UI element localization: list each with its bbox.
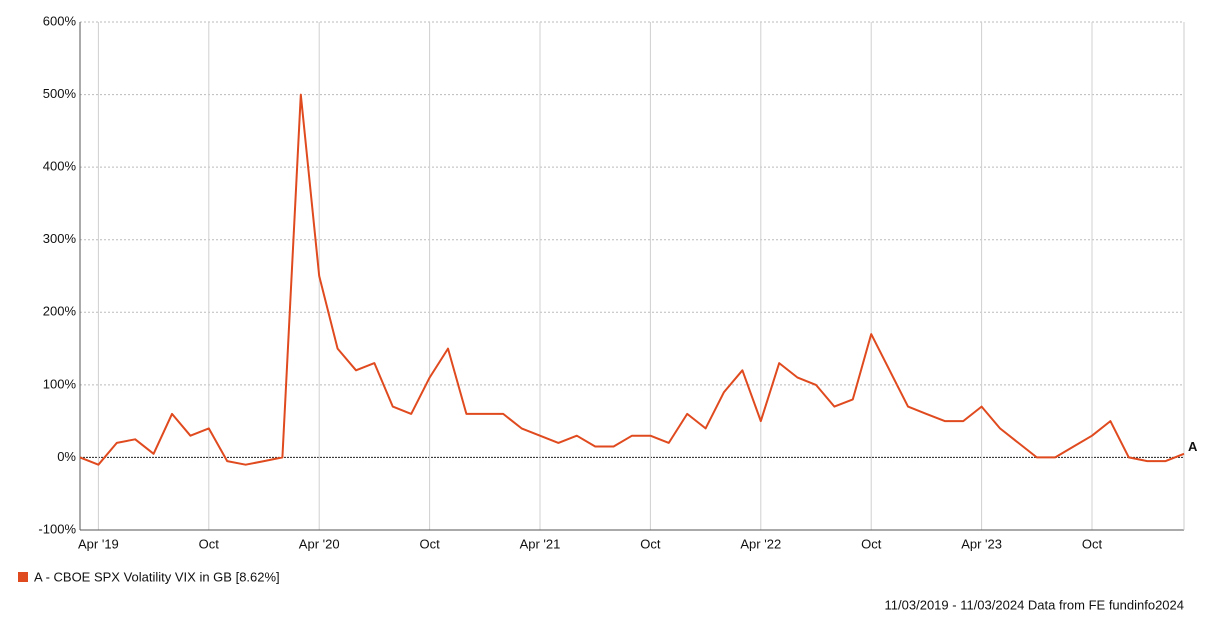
y-tick-label: 0% bbox=[57, 449, 76, 464]
x-tick-label: Oct bbox=[199, 536, 220, 551]
x-tick-label: Apr '22 bbox=[740, 536, 781, 551]
y-tick-label: 200% bbox=[43, 304, 77, 319]
x-tick-label: Oct bbox=[1082, 536, 1103, 551]
x-tick-label: Apr '19 bbox=[78, 536, 119, 551]
legend-swatch bbox=[18, 572, 28, 582]
y-tick-label: 100% bbox=[43, 376, 77, 391]
y-tick-label: 300% bbox=[43, 231, 77, 246]
x-tick-label: Oct bbox=[861, 536, 882, 551]
y-tick-label: -100% bbox=[38, 521, 76, 536]
y-tick-label: 600% bbox=[43, 13, 77, 28]
footnote: 11/03/2019 - 11/03/2024 Data from FE fun… bbox=[885, 597, 1184, 612]
x-tick-label: Apr '21 bbox=[520, 536, 561, 551]
legend-label: A - CBOE SPX Volatility VIX in GB [8.62%… bbox=[34, 569, 280, 584]
x-tick-label: Oct bbox=[640, 536, 661, 551]
y-tick-label: 400% bbox=[43, 159, 77, 174]
x-tick-label: Apr '23 bbox=[961, 536, 1002, 551]
series-line bbox=[79, 93, 1185, 466]
x-tick-label: Apr '20 bbox=[299, 536, 340, 551]
x-tick-label: Oct bbox=[419, 536, 440, 551]
y-tick-label: 500% bbox=[43, 86, 77, 101]
end-label: A bbox=[1188, 439, 1198, 454]
